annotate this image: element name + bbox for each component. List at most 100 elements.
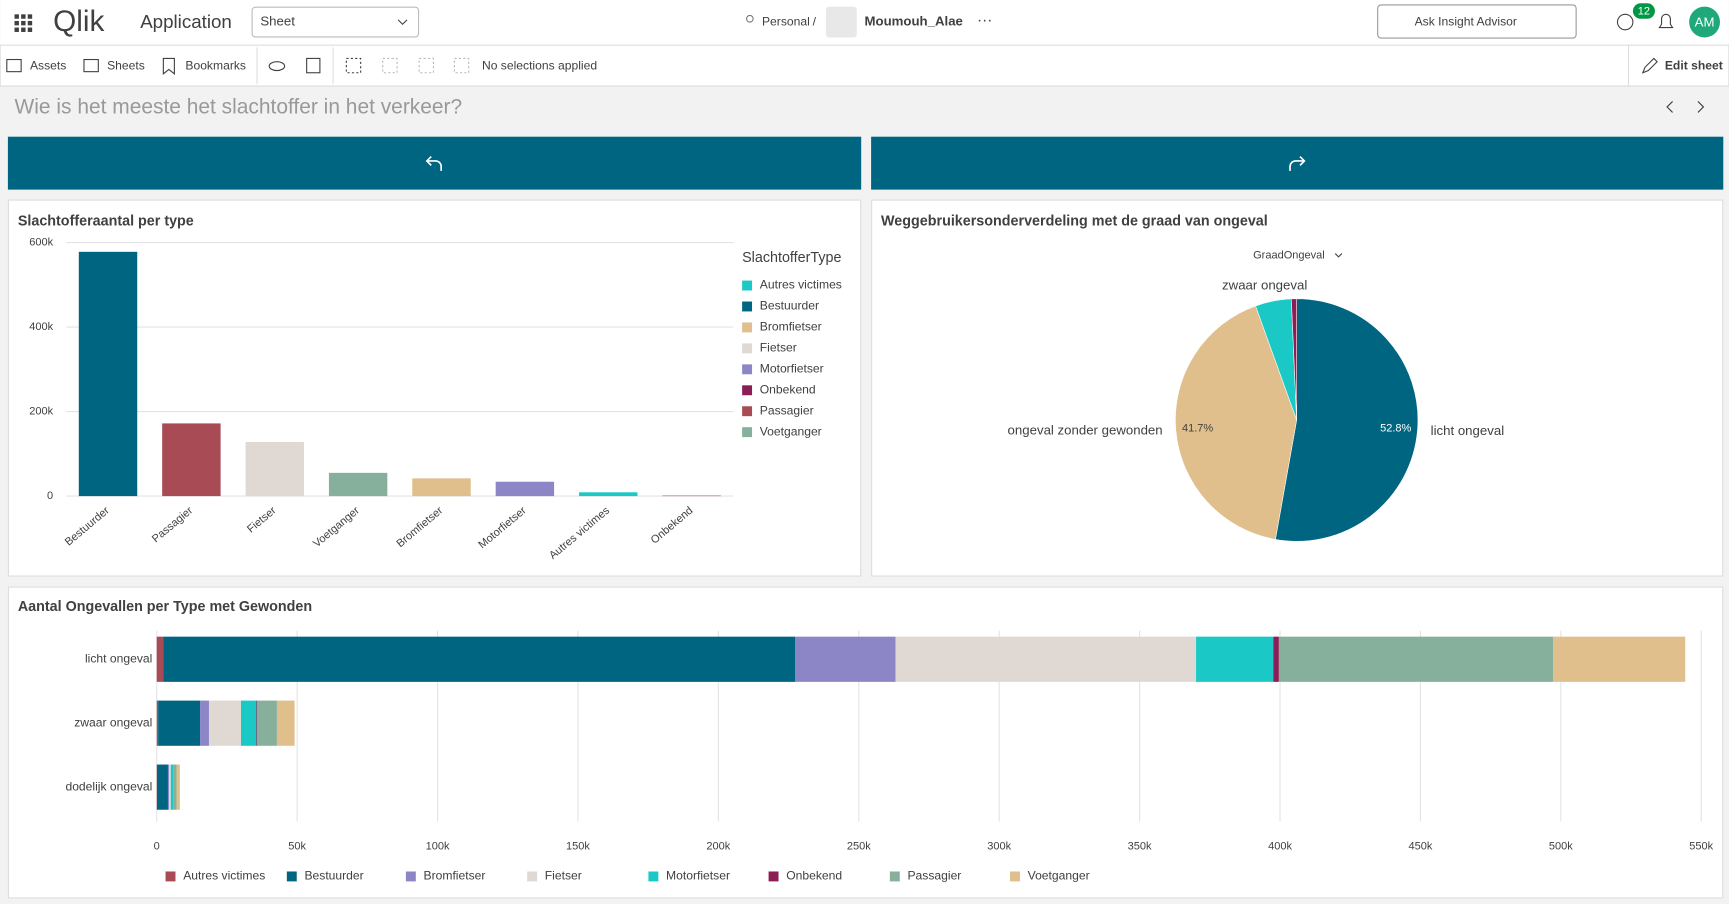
bar-segment: [1553, 636, 1686, 682]
grid-icon[interactable]: [306, 57, 321, 74]
bar: [412, 478, 471, 497]
legend-label: Autres victimes: [183, 869, 265, 883]
back-button[interactable]: [7, 136, 862, 190]
forward-button[interactable]: [871, 136, 1724, 190]
x-tick-label: 550k: [1689, 841, 1713, 853]
insight-search[interactable]: [1377, 4, 1577, 39]
avatar-initials: AM: [1695, 15, 1715, 30]
chart-title: Aantal Ongevallen per Type met Gewonden: [18, 599, 312, 615]
bar-segment: [208, 700, 241, 746]
x-tick-label: 300k: [987, 841, 1011, 853]
menu-icon[interactable]: [14, 14, 33, 32]
legend-swatch: [742, 280, 753, 291]
bar: [162, 423, 221, 497]
space-label[interactable]: Personal: [762, 14, 810, 28]
legend-label: Motorfietser: [666, 869, 730, 883]
breadcrumb-separator: /: [813, 14, 817, 28]
search-selections-icon[interactable]: [345, 57, 362, 74]
value-label: 52.8%: [1380, 423, 1411, 435]
legend-swatch: [742, 427, 753, 438]
y-tick-label: 400k: [29, 321, 53, 333]
x-tick-label: 0: [154, 841, 160, 853]
sheets-button[interactable]: Sheets: [107, 58, 145, 72]
legend-swatch: [742, 364, 753, 375]
sheets-icon: [83, 58, 99, 73]
selections-status: No selections applied: [482, 58, 597, 72]
insights-icon[interactable]: [268, 61, 286, 72]
chart-title: Weggebruikersonderverdeling met de graad…: [881, 213, 1268, 229]
legend-label: Bestuurder: [760, 299, 819, 313]
more-icon[interactable]: ···: [977, 12, 992, 29]
x-tick-label: 400k: [1268, 841, 1292, 853]
bookmarks-button[interactable]: Bookmarks: [185, 58, 246, 72]
legend-label: Fietser: [760, 341, 797, 355]
bar-segment: [1278, 636, 1554, 682]
legend-swatch: [768, 871, 779, 882]
bookmark-icon: [162, 57, 175, 76]
edit-sheet-button[interactable]: Edit sheet: [1665, 58, 1723, 72]
y-tick-label: zwaar ongeval: [74, 715, 152, 729]
value-label: 41.7%: [1182, 422, 1213, 434]
legend-swatch: [742, 301, 753, 312]
bell-icon[interactable]: [1658, 13, 1674, 29]
legend-swatch: [648, 871, 659, 882]
bar-segment: [200, 700, 209, 746]
legend-swatch: [165, 871, 176, 882]
space-icon: [825, 6, 857, 38]
legend-label: Onbekend: [786, 869, 842, 883]
legend-label: Motorfietser: [760, 362, 824, 376]
chart-title: Slachtofferaantal per type: [18, 213, 194, 229]
legend-label: Voetganger: [760, 424, 822, 438]
x-tick-label: 200k: [706, 841, 730, 853]
avatar[interactable]: [1689, 6, 1720, 38]
x-tick-label: 500k: [1549, 841, 1573, 853]
pie-slice: [1291, 298, 1297, 421]
app-name: Application: [140, 11, 232, 32]
bar-segment: [256, 700, 258, 746]
dimension-selector[interactable]: GraadOngeval: [1253, 250, 1325, 262]
sheet-title: Wie is het meeste het slachtoffer in het…: [15, 96, 463, 119]
forward-icon: [418, 57, 434, 74]
x-tick-label: 100k: [426, 841, 450, 853]
sheet-dropdown-label: Sheet: [260, 14, 295, 29]
sheet-nav-arrows[interactable]: [1666, 101, 1705, 113]
person-icon: [745, 14, 754, 23]
edit-icon: [1641, 57, 1658, 74]
bar: [495, 481, 555, 497]
toolbar: [0, 44, 1729, 87]
y-tick-label: licht ongeval: [85, 651, 152, 665]
insight-search-placeholder: Ask Insight Advisor: [1415, 14, 1517, 28]
bar: [328, 472, 388, 497]
legend-swatch: [889, 871, 900, 882]
bar-segment: [170, 764, 174, 810]
x-tick-label: 450k: [1408, 841, 1432, 853]
bar-segment: [1273, 636, 1279, 682]
bar-segment: [157, 764, 168, 810]
y-tick-label: 600k: [29, 236, 53, 248]
bar: [245, 442, 304, 497]
bar: [78, 251, 138, 497]
sheet-dropdown[interactable]: [251, 6, 420, 38]
legend-label: Bestuurder: [304, 869, 363, 883]
legend-swatch: [742, 406, 753, 417]
legend-label: Passagier: [760, 403, 814, 417]
bar-segment: [156, 636, 164, 682]
bar-segment: [1196, 636, 1274, 682]
y-tick-label: 0: [47, 490, 53, 502]
x-tick-label: 50k: [288, 841, 306, 853]
bar-segment: [163, 636, 796, 682]
forward-arrow: [1289, 155, 1306, 171]
legend-label: Passagier: [907, 869, 961, 883]
legend-label: Autres victimes: [760, 278, 842, 292]
bar-segment: [176, 764, 180, 810]
clear-icon: [453, 57, 470, 74]
assets-button[interactable]: Assets: [30, 58, 66, 72]
panel: [7, 199, 862, 577]
help-icon[interactable]: [1616, 13, 1634, 31]
bar-segment: [257, 700, 277, 746]
user-space[interactable]: Moumouh_Alae: [865, 14, 963, 29]
legend-label: Bromfietser: [424, 869, 486, 883]
notification-count: 12: [1638, 5, 1650, 17]
legend-label: Bromfietser: [760, 320, 822, 334]
